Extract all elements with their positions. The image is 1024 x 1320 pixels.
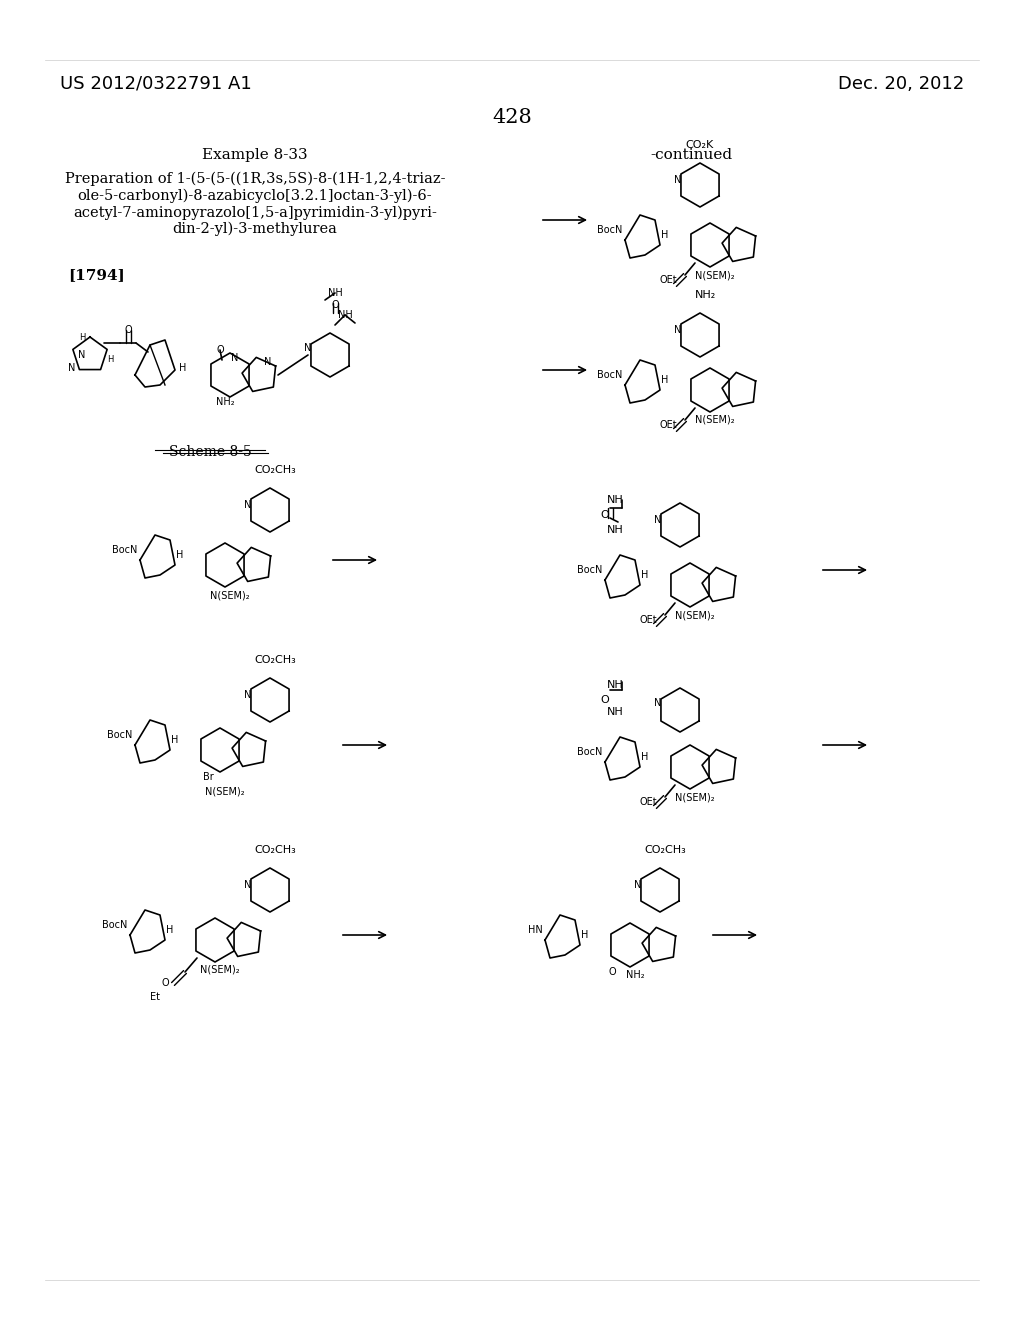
Text: N: N [264,356,271,367]
Text: N(SEM)₂: N(SEM)₂ [200,965,240,975]
Text: CO₂CH₃: CO₂CH₃ [254,465,296,475]
Text: O: O [124,325,132,335]
Text: N: N [675,325,682,335]
Text: O: O [161,978,169,987]
Text: BocN: BocN [113,545,137,554]
Text: CO₂CH₃: CO₂CH₃ [254,655,296,665]
Text: H: H [582,931,589,940]
Text: H: H [79,333,85,342]
Text: Example 8-33: Example 8-33 [202,148,308,162]
Text: N: N [245,880,252,890]
Text: N: N [304,343,311,352]
Text: 428: 428 [493,108,531,127]
Text: H: H [641,752,648,762]
Text: NH: NH [606,525,624,535]
Text: O: O [600,510,608,520]
Text: Preparation of 1-(5-(5-((1R,3s,5S)-8-(1H-1,2,4-triaz-
ole-5-carbonyl)-8-azabicyc: Preparation of 1-(5-(5-((1R,3s,5S)-8-(1H… [65,172,445,236]
Text: Br: Br [203,772,213,781]
Text: BocN: BocN [597,224,623,235]
Text: O: O [216,345,224,355]
Text: -continued: -continued [650,148,732,162]
Text: N(SEM)₂: N(SEM)₂ [695,271,735,280]
Text: Dec. 20, 2012: Dec. 20, 2012 [838,75,964,92]
Text: H: H [106,355,114,364]
Text: HN: HN [527,925,543,935]
Text: CO₂CH₃: CO₂CH₃ [254,845,296,855]
Text: NH: NH [606,495,624,506]
Text: N(SEM)₂: N(SEM)₂ [205,785,245,796]
Text: H: H [166,925,174,935]
Text: BocN: BocN [597,370,623,380]
Text: N: N [231,352,239,363]
Text: N(SEM)₂: N(SEM)₂ [675,792,715,803]
Text: N: N [245,500,252,510]
Text: H: H [176,550,183,560]
Text: [1794]: [1794] [68,268,125,282]
Text: N: N [245,690,252,700]
Text: O: O [331,300,339,310]
Text: O: O [600,696,608,705]
Text: CO₂CH₃: CO₂CH₃ [644,845,686,855]
Text: NH: NH [328,288,342,298]
Text: BocN: BocN [108,730,133,741]
Text: OEt: OEt [639,797,656,807]
Text: N(SEM)₂: N(SEM)₂ [695,414,735,425]
Text: H: H [179,363,186,374]
Text: NH: NH [606,708,624,717]
Text: N: N [69,363,76,374]
Text: OEt: OEt [639,615,656,624]
Text: NH: NH [606,680,624,690]
Text: O: O [608,968,615,977]
Text: N: N [654,515,662,525]
Text: BocN: BocN [102,920,128,931]
Text: N: N [675,176,682,185]
Text: H: H [662,375,669,385]
Text: BocN: BocN [578,565,603,576]
Text: US 2012/0322791 A1: US 2012/0322791 A1 [60,75,252,92]
Text: H: H [662,230,669,240]
Text: Et: Et [150,993,160,1002]
Text: N(SEM)₂: N(SEM)₂ [675,610,715,620]
Text: H: H [641,570,648,579]
Text: NH: NH [338,310,352,319]
Text: NH₂: NH₂ [694,290,716,300]
Text: NH₂: NH₂ [626,970,644,979]
Text: OEt: OEt [659,275,677,285]
Text: BocN: BocN [578,747,603,756]
Text: H: H [171,735,178,744]
Text: Scheme 8-5: Scheme 8-5 [169,445,251,459]
Text: CO₂K: CO₂K [686,140,714,150]
Text: N(SEM)₂: N(SEM)₂ [210,590,250,601]
Text: NH₂: NH₂ [216,397,234,407]
Text: OEt: OEt [659,420,677,430]
Text: N: N [634,880,642,890]
Text: N: N [654,698,662,708]
Text: N: N [78,350,86,360]
